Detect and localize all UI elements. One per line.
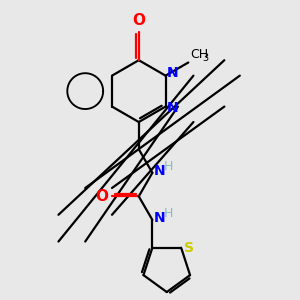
Text: CH: CH [191,48,209,61]
Text: H: H [164,160,173,173]
Text: O: O [132,13,145,28]
Text: H: H [164,207,173,220]
Text: N: N [167,101,178,115]
Text: O: O [96,189,109,204]
Text: 3: 3 [202,52,208,62]
Text: N: N [167,66,178,80]
Text: N: N [154,164,166,178]
Text: S: S [184,241,194,255]
Text: N: N [154,212,166,225]
